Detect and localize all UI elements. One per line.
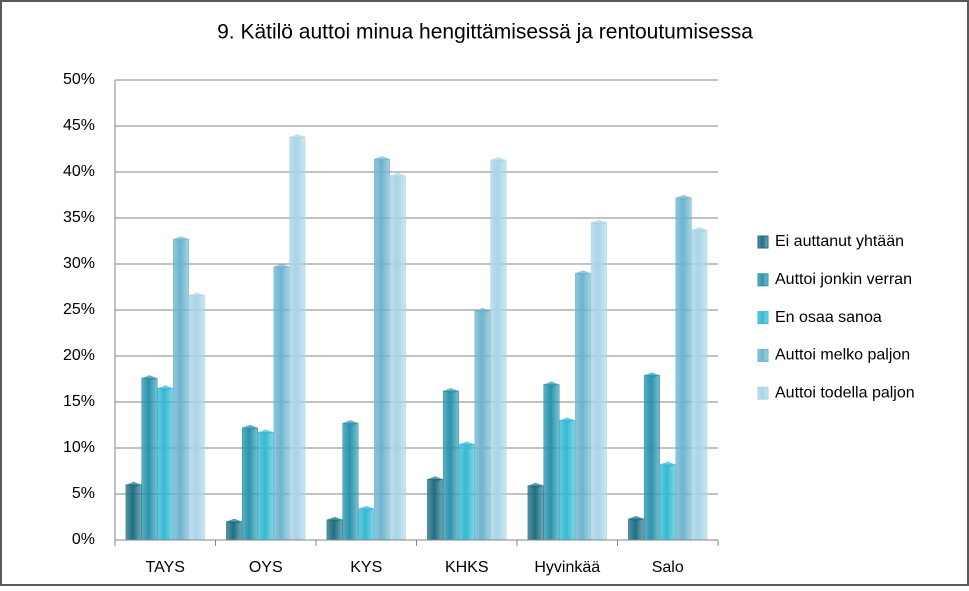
bar-cap bbox=[226, 518, 242, 525]
bar-cap bbox=[326, 516, 343, 523]
y-tick-label: 40% bbox=[63, 163, 95, 180]
y-tick-label: 0% bbox=[72, 531, 95, 548]
bar-cap bbox=[427, 476, 443, 483]
bar bbox=[157, 387, 174, 541]
bar bbox=[188, 295, 205, 541]
bar bbox=[289, 136, 306, 541]
bar bbox=[257, 432, 274, 541]
legend-swatch bbox=[757, 273, 769, 287]
bar bbox=[326, 519, 343, 541]
legend-swatch bbox=[757, 386, 769, 400]
bar bbox=[691, 229, 708, 541]
y-tick-label: 35% bbox=[63, 209, 95, 226]
bar bbox=[575, 272, 592, 541]
bar bbox=[241, 427, 258, 541]
y-tick-label: 50% bbox=[63, 71, 95, 88]
legend-label: Auttoi todella paljon bbox=[775, 384, 915, 401]
x-tick-label: KHKS bbox=[445, 559, 489, 576]
bar bbox=[490, 159, 507, 541]
bar bbox=[659, 464, 676, 541]
legend-label: Auttoi jonkin verran bbox=[775, 271, 912, 288]
y-tick-label: 25% bbox=[63, 301, 95, 318]
y-tick-label: 10% bbox=[63, 439, 95, 456]
bar bbox=[527, 485, 544, 541]
bar-cap bbox=[443, 387, 459, 394]
bar-cap bbox=[559, 417, 575, 424]
bar-cap bbox=[474, 307, 491, 314]
bar bbox=[643, 375, 660, 541]
legend-swatch bbox=[757, 311, 769, 325]
bar bbox=[141, 377, 158, 541]
bar-cap bbox=[459, 441, 475, 448]
bar-cap bbox=[527, 482, 544, 489]
legend-label: Auttoi melko paljon bbox=[775, 347, 910, 364]
legend-swatch bbox=[757, 348, 769, 362]
bar bbox=[559, 420, 576, 541]
bar bbox=[543, 384, 560, 541]
bar-cap bbox=[242, 424, 258, 431]
legend-label: En osaa sanoa bbox=[775, 309, 882, 326]
y-tick-label: 45% bbox=[63, 117, 95, 134]
bar-cap bbox=[358, 505, 374, 512]
legend-label: Ei auttanut yhtään bbox=[775, 233, 904, 250]
bar bbox=[358, 508, 375, 541]
bar bbox=[458, 444, 475, 541]
bar bbox=[590, 222, 607, 541]
legend-swatch bbox=[757, 235, 769, 249]
bar-cap bbox=[675, 194, 692, 201]
bar bbox=[125, 484, 142, 541]
bar-cap bbox=[660, 461, 676, 468]
bar bbox=[442, 390, 459, 541]
bar bbox=[342, 422, 359, 541]
chart-title: 9. Kätilö auttoi minua hengittämisessä j… bbox=[217, 21, 753, 44]
bar-cap bbox=[342, 420, 359, 427]
bar-cap bbox=[258, 429, 274, 436]
bar-cap bbox=[575, 270, 591, 277]
x-tick-label: OYS bbox=[249, 559, 283, 576]
bar-cap bbox=[691, 226, 708, 233]
bar bbox=[675, 197, 692, 541]
bar-cap bbox=[591, 219, 607, 226]
x-tick-label: Hyvinkää bbox=[534, 559, 600, 576]
x-tick-label: KYS bbox=[350, 559, 382, 576]
bar-cap bbox=[173, 236, 189, 243]
bar-cap bbox=[157, 385, 173, 392]
y-tick-label: 5% bbox=[72, 485, 95, 502]
y-tick-label: 20% bbox=[63, 347, 95, 364]
x-tick-label: TAYS bbox=[146, 559, 185, 576]
bar-cap bbox=[273, 263, 290, 270]
bar-cap bbox=[189, 292, 205, 299]
bar-cap bbox=[644, 372, 660, 379]
bar bbox=[273, 266, 290, 541]
y-tick-label: 15% bbox=[63, 393, 95, 410]
bar-cap bbox=[141, 375, 158, 382]
bar bbox=[628, 518, 645, 541]
bar-cap bbox=[543, 381, 560, 388]
bar bbox=[374, 158, 391, 541]
bar-cap bbox=[125, 481, 142, 488]
bar bbox=[389, 175, 406, 541]
bar bbox=[173, 238, 190, 541]
bar bbox=[427, 479, 444, 541]
bar bbox=[474, 310, 491, 541]
bar-cap bbox=[374, 156, 390, 163]
y-tick-label: 30% bbox=[63, 255, 95, 272]
x-tick-label: Salo bbox=[652, 559, 684, 576]
bar-cap bbox=[490, 157, 507, 164]
bar-cap bbox=[289, 134, 306, 141]
bar-cap bbox=[390, 172, 406, 179]
bar-cap bbox=[628, 515, 644, 522]
